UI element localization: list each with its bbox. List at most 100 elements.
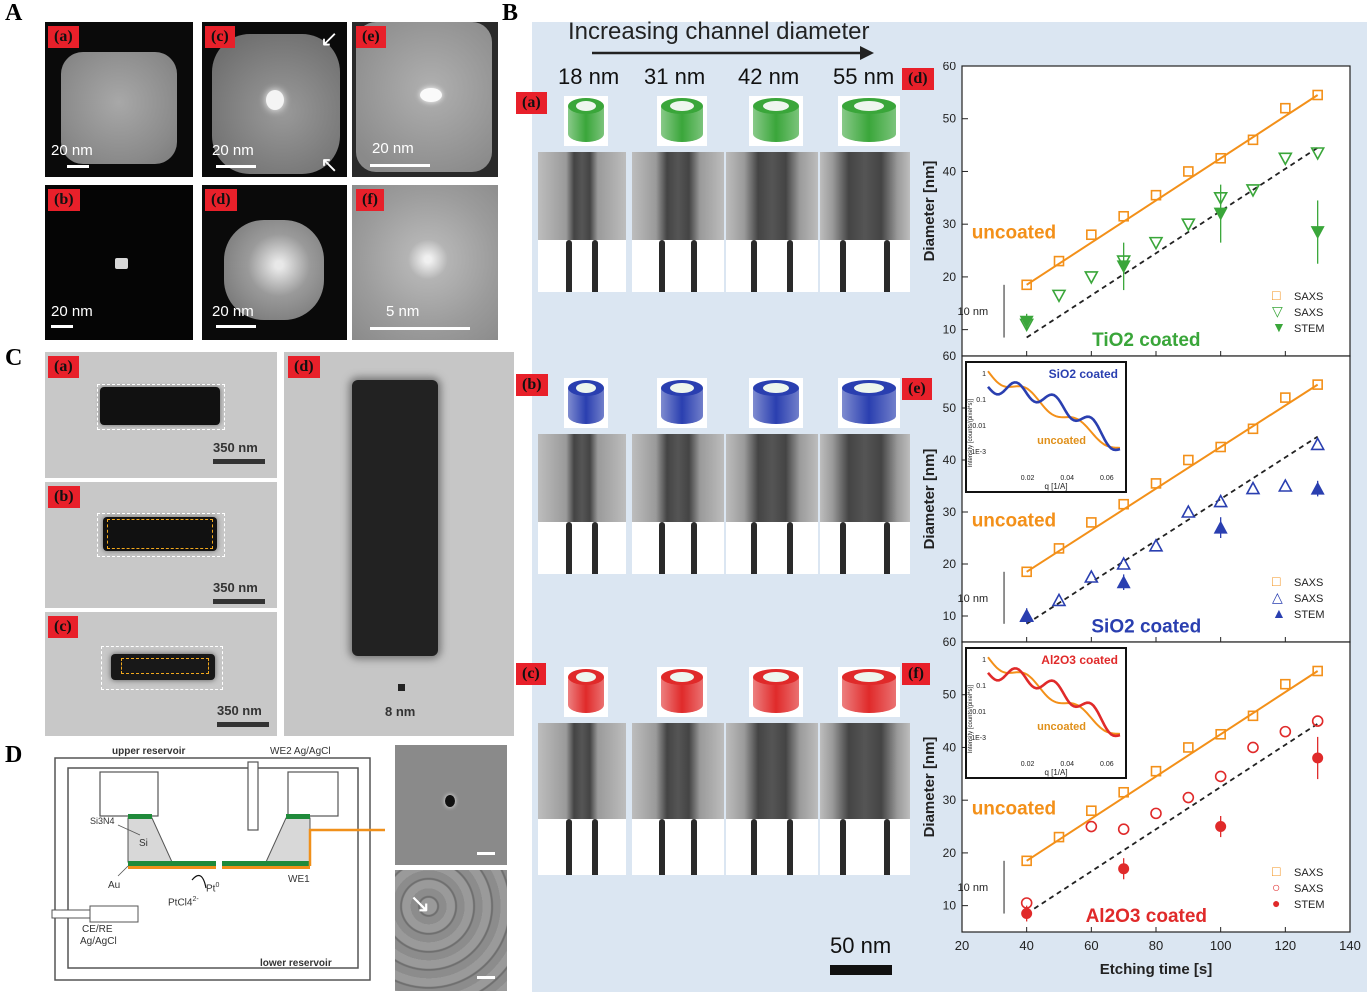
- y-tick-label: 30: [943, 217, 957, 231]
- cylinder-icon: [749, 667, 803, 717]
- coated-label: SiO2 coated: [1091, 616, 1201, 637]
- legend-label: STEM: [1294, 323, 1325, 335]
- scale-label: 20 nm: [212, 142, 254, 159]
- cylinder-icon: [657, 378, 707, 428]
- legend-symbol: ○: [1272, 879, 1280, 895]
- y-tick-label: 20: [943, 846, 957, 860]
- em-image-d-top: [395, 745, 507, 865]
- tag-a-e: (e): [356, 26, 386, 48]
- tag-c-c: (c): [48, 616, 78, 638]
- coated-fit-line: [1026, 722, 1319, 915]
- legend-label: SAXS: [1294, 593, 1323, 605]
- inset-uncoated-label: uncoated: [1037, 435, 1086, 447]
- legend-label: SAXS: [1294, 291, 1323, 303]
- channel-tem-image: [726, 723, 818, 875]
- legend-label: SAXS: [1294, 883, 1323, 895]
- x-tick-label: 140: [1339, 938, 1361, 953]
- tag-a-a: (a): [48, 26, 79, 48]
- x-tick-label: 20: [955, 938, 969, 953]
- legend-symbol: □: [1272, 573, 1281, 589]
- panel-letter-a: A: [5, 0, 23, 26]
- data-point: [1215, 821, 1227, 833]
- diameter-label-4: 55 nm: [833, 64, 895, 89]
- inset-x-tick-label: 0.02: [1021, 475, 1035, 482]
- legend-symbol: △: [1272, 589, 1283, 605]
- inset-y-tick-label: 1E-3: [971, 449, 986, 456]
- tag-c-d: (d): [288, 356, 320, 378]
- data-point: [1280, 678, 1291, 690]
- inset-curve-coated: [987, 667, 1121, 738]
- scale-label: 350 nm: [213, 580, 258, 595]
- scale-bar: [67, 165, 89, 168]
- inset-y-tick-label: 0.1: [976, 397, 986, 404]
- channel-tem-image: [632, 723, 724, 875]
- tag-b-e: (e): [902, 378, 932, 400]
- pt-sup: 0: [215, 882, 220, 889]
- b-scale-bar: [830, 965, 892, 975]
- y-tick-label: 50: [943, 401, 957, 415]
- cylinder-icon: [564, 96, 608, 146]
- offset-label: 10 nm: [958, 593, 989, 605]
- data-point: [1183, 166, 1194, 177]
- panel-letter-b: B: [502, 0, 519, 26]
- arrow-icon: ↙: [320, 26, 339, 51]
- diameter-label-1: 18 nm: [558, 64, 620, 89]
- scale-bar: [213, 599, 265, 604]
- y-tick-label: 10: [943, 899, 957, 913]
- legend-symbol: □: [1272, 287, 1281, 303]
- au-label: Au: [108, 880, 121, 891]
- data-point: [1019, 609, 1034, 622]
- y-tick-label: 20: [943, 557, 957, 571]
- data-point: [1150, 478, 1162, 489]
- panel-letter-d: D: [5, 742, 23, 768]
- uncoated-fit-line: [1026, 383, 1319, 573]
- channel-tem-image: [632, 434, 724, 574]
- data-point: [1180, 218, 1196, 232]
- data-point: [1118, 210, 1129, 222]
- data-point: [1213, 207, 1228, 221]
- data-point: [1214, 770, 1227, 783]
- data-point: [1116, 575, 1131, 589]
- cylinder-icon: [749, 378, 803, 428]
- y-tick-label: 40: [943, 453, 957, 467]
- data-point: [1118, 498, 1129, 510]
- scale-bar: [477, 976, 495, 979]
- channel-tem-image: [820, 434, 910, 574]
- data-point: [1021, 855, 1032, 867]
- y-axis-label: Diameter [nm]: [921, 737, 938, 838]
- y-tick-label: 30: [943, 793, 957, 807]
- inset-y-tick-label: 1E-3: [971, 735, 986, 742]
- increasing-arrow: [592, 46, 874, 60]
- inset-x-tick-label: 0.06: [1100, 475, 1114, 482]
- scale-label: 20 nm: [372, 140, 414, 157]
- y-tick-label: 50: [943, 688, 957, 702]
- we1-label: WE1: [288, 874, 310, 885]
- inset-curve-uncoated: [987, 656, 1121, 735]
- legend-label: SAXS: [1294, 307, 1323, 319]
- data-point: [1118, 786, 1129, 798]
- data-point: [1215, 152, 1226, 164]
- y-axis-label: Diameter [nm]: [921, 449, 938, 550]
- inset-x-tick-label: 0.06: [1100, 761, 1114, 768]
- tag-a-f: (f): [356, 189, 384, 211]
- scale-label: 20 nm: [212, 303, 254, 320]
- channel-tem-image: [538, 434, 626, 574]
- data-point: [1312, 89, 1323, 101]
- x-tick-label: 60: [1084, 938, 1098, 953]
- channel-tem-image: [726, 434, 818, 574]
- arrow-icon: ↖: [320, 152, 339, 177]
- pt-product-label: Pt0: [206, 882, 219, 894]
- coated-label: Al2O3 coated: [1086, 906, 1207, 927]
- x-tick-label: 120: [1274, 938, 1296, 953]
- legend-symbol: ▼: [1272, 319, 1286, 335]
- inset-uncoated-label: uncoated: [1037, 721, 1086, 733]
- x-tick-label: 100: [1210, 938, 1232, 953]
- data-point: [1213, 520, 1228, 534]
- data-point: [1213, 493, 1229, 508]
- em-image-d-bottom: ↘: [395, 870, 507, 991]
- data-point: [1019, 315, 1034, 329]
- data-point: [1277, 152, 1293, 166]
- y-tick-label: 30: [943, 505, 957, 519]
- uncoated-label: uncoated: [972, 799, 1056, 820]
- diameter-label-3: 42 nm: [738, 64, 800, 89]
